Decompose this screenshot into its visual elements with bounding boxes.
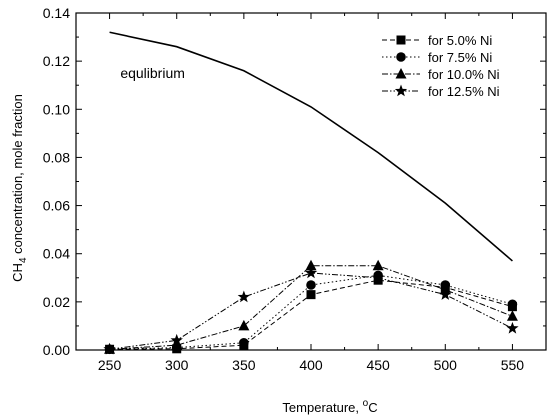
series-layer xyxy=(103,31,519,355)
series-4 xyxy=(103,266,519,355)
y-tick-label: 0.08 xyxy=(43,149,70,165)
data-point-circle xyxy=(306,280,316,290)
legend-entry: for 10.0% Ni xyxy=(382,67,500,82)
legend-label: for 5.0% Ni xyxy=(428,33,492,48)
x-tick-label: 400 xyxy=(299,357,323,373)
x-tick-label: 450 xyxy=(366,357,390,373)
legend: for 5.0% Ni for 7.5% Ni for 10.0% Ni for 12… xyxy=(382,33,500,99)
data-point-triangle xyxy=(372,259,384,271)
x-tick-label: 300 xyxy=(165,357,189,373)
legend-marker-square xyxy=(396,35,406,45)
data-point-circle xyxy=(507,299,518,310)
series-line xyxy=(109,31,513,262)
data-point-triangle xyxy=(305,259,317,271)
x-tick-label: 500 xyxy=(434,357,458,373)
series-0 xyxy=(109,31,513,262)
legend-label: for 12.5% Ni xyxy=(428,84,500,99)
legend-entry: for 5.0% Ni xyxy=(382,33,492,48)
data-point-triangle xyxy=(506,310,518,321)
data-point-star xyxy=(237,290,251,303)
x-tick-label: 250 xyxy=(98,357,122,373)
annotation-label: equlibrium xyxy=(120,65,185,81)
data-point-circle xyxy=(239,337,249,348)
data-point-star xyxy=(371,271,385,284)
x-tick-label: 550 xyxy=(501,357,525,373)
series-line xyxy=(109,265,513,350)
annotations: equlibrium xyxy=(120,65,185,81)
x-axis-title: Temperature, oC xyxy=(282,398,377,415)
y-tick-label: 0.00 xyxy=(43,342,70,358)
y-tick-label: 0.10 xyxy=(43,101,70,117)
data-point-triangle xyxy=(238,319,250,331)
x-tick-label: 350 xyxy=(232,357,256,373)
legend-entry: for 12.5% Ni xyxy=(382,84,500,99)
data-point-star xyxy=(170,333,183,346)
y-tick-label: 0.14 xyxy=(43,5,70,21)
legend-marker-circle xyxy=(396,52,406,62)
legend-marker-triangle xyxy=(395,68,407,79)
y-tick-label: 0.12 xyxy=(43,53,70,69)
y-axis-title: CH4 concentration, mole fraction xyxy=(10,94,29,282)
data-point-star xyxy=(506,321,519,334)
legend-label: for 10.0% Ni xyxy=(428,67,500,82)
legend-label: for 7.5% Ni xyxy=(428,50,492,65)
legend-entry: for 7.5% Ni xyxy=(382,50,492,65)
legend-marker-star xyxy=(394,84,408,97)
axes: 250 300 350 400 450 500 550 0.00 0.02 0.04 0.06 0.0… xyxy=(43,5,546,373)
data-point-star xyxy=(304,266,318,279)
data-point-star xyxy=(439,288,452,300)
y-tick-label: 0.06 xyxy=(43,198,70,214)
y-tick-label: 0.02 xyxy=(43,294,70,310)
data-point-square xyxy=(306,290,316,300)
y-tick-label: 0.04 xyxy=(43,246,70,262)
